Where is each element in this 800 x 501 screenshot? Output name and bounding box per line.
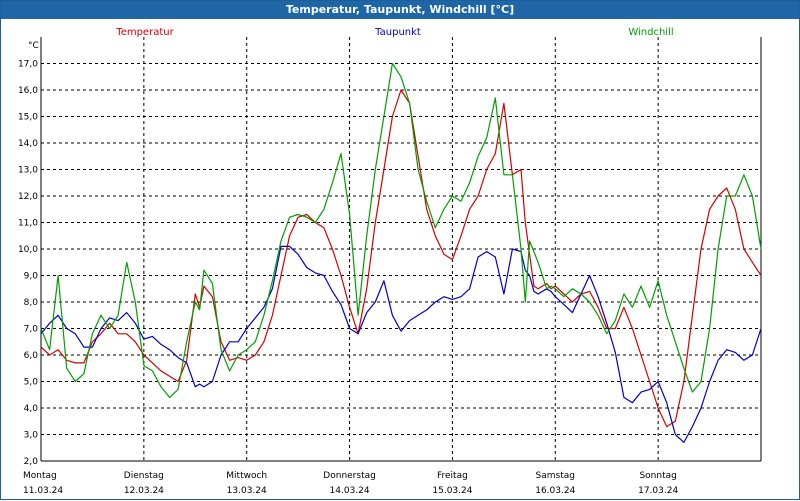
y-tick-label: 6,0 — [24, 351, 39, 361]
y-tick-label: 4,0 — [24, 404, 39, 414]
legend: Temperatur Taupunkt Windchill — [115, 27, 673, 38]
x-date-label: 13.03.24 — [227, 486, 267, 496]
y-tick-label: 5,0 — [24, 378, 39, 388]
legend-taupunkt: Taupunkt — [374, 27, 421, 38]
x-date-label: 17.03.24 — [638, 486, 678, 496]
series-line-taupunkt — [40, 245, 762, 443]
x-date-label: 14.03.24 — [330, 486, 370, 496]
y-tick-label: 15,0 — [18, 113, 38, 123]
y-axis-unit: °C — [28, 41, 39, 51]
y-tick-label: 16,0 — [18, 86, 38, 96]
x-day-label: Sonntag — [639, 471, 676, 481]
x-day-label: Dienstag — [124, 471, 164, 481]
x-day-label: Freitag — [437, 471, 468, 481]
y-tick-label: 13,0 — [18, 166, 38, 176]
legend-temperatur: Temperatur — [115, 27, 174, 38]
y-tick-label: 12,0 — [18, 192, 38, 202]
window-title: Temperatur, Taupunkt, Windchill [°C] — [1, 1, 799, 19]
legend-windchill: Windchill — [628, 27, 673, 38]
y-tick-label: 17,0 — [18, 60, 38, 70]
y-tick-label: 10,0 — [18, 245, 38, 255]
y-tick-label: 14,0 — [18, 139, 38, 149]
x-day-label: Samstag — [536, 471, 575, 481]
x-date-label: 12.03.24 — [124, 486, 164, 496]
series-lines — [40, 62, 762, 443]
y-tick-label: 11,0 — [18, 219, 38, 229]
x-date-label: 11.03.24 — [23, 486, 63, 496]
x-day-label: Mittwoch — [226, 471, 267, 481]
x-date-label: 15.03.24 — [432, 486, 472, 496]
y-tick-label: 3,0 — [24, 431, 39, 441]
y-tick-label: 9,0 — [24, 272, 39, 282]
axis-labels: 2,0 3,0 4,0 5,0 6,0 7,0 8,0 9,0 10,0 11,0 12,0 13,0… — [18, 41, 679, 496]
series-line-windchill — [40, 62, 762, 398]
x-date-label: 16.03.24 — [535, 486, 575, 496]
y-tick-label: 8,0 — [24, 298, 39, 308]
y-tick-label: 2,0 — [24, 457, 39, 467]
x-day-label: Donnerstag — [323, 471, 376, 481]
x-day-label: Montag — [23, 471, 57, 481]
y-tick-label: 7,0 — [24, 325, 39, 335]
